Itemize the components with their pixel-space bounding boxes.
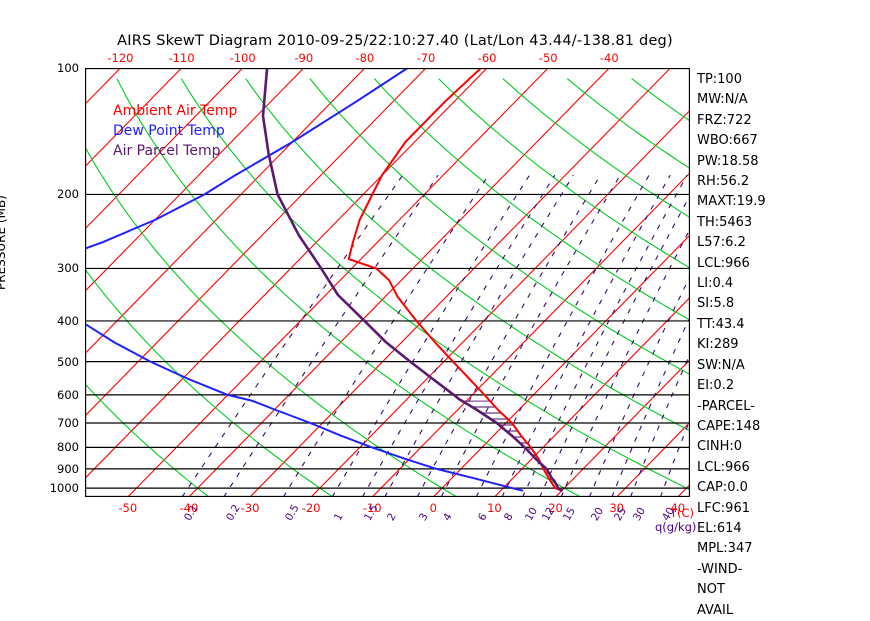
pressure-tick-200: 200 <box>57 187 79 202</box>
legend: Ambient Air Temp Dew Point Temp Air Parc… <box>113 101 237 161</box>
isotherm-lines <box>85 68 690 497</box>
mixing-ratio-lines <box>181 174 690 497</box>
bottom-tick--10: -10 <box>362 501 382 515</box>
parameter-cinh-0: CINH:0 <box>697 439 743 455</box>
top-tick--100: -100 <box>229 51 256 65</box>
pressure-tick-600: 600 <box>57 387 79 402</box>
pressure-tick-100: 100 <box>57 61 79 75</box>
skewt-plot: -120 -110 -100 -90 -80 -70 -60 -50 -40 -50 -40 -30… <box>50 51 697 534</box>
bottom-tick--30: -30 <box>240 501 260 515</box>
parameter-wbo-667: WBO:667 <box>697 133 758 149</box>
parameter-lcl-966: LCL:966 <box>697 255 750 271</box>
mixing-ratio-tick-15: 15 <box>561 505 579 523</box>
parameter-mpl-347: MPL:347 <box>697 541 753 557</box>
legend-item-dew-point-temp: Dew Point Temp <box>113 123 225 139</box>
pressure-tick-500: 500 <box>57 354 79 369</box>
parameter-cap-0.0: CAP:0.0 <box>697 480 748 496</box>
bottom-tick-30: 30 <box>609 501 624 515</box>
parameter-lfc-961: LFC:961 <box>697 500 750 516</box>
top-tick--110: -110 <box>168 51 195 65</box>
parameter-si-5.8: SI:5.8 <box>697 296 735 312</box>
bottom-tick-0: 0 <box>429 501 437 515</box>
parameter-mw-n-a: MW:N/A <box>697 92 748 108</box>
bottom-tick--50: -50 <box>118 501 138 515</box>
parameter-ki-289: KI:289 <box>697 337 739 353</box>
page-title: AIRS SkewT Diagram 2010-09-25/22:10:27.4… <box>117 33 673 49</box>
legend-item-ambient-air-temp: Ambient Air Temp <box>113 103 238 119</box>
profile-curves <box>85 68 563 492</box>
parameter-l57-6.2: L57:6.2 <box>697 235 746 251</box>
pressure-tick-300: 300 <box>57 261 79 276</box>
parameter-tt-43.4: TT:43.4 <box>697 316 745 332</box>
pressure-tick-400: 400 <box>57 313 79 328</box>
parameter-maxt-19.9: MAXT:19.9 <box>697 194 766 210</box>
parameter-rh-56.2: RH:56.2 <box>697 174 750 190</box>
parameter-tp-100: TP:100 <box>697 72 742 87</box>
parameter-th-5463: TH:5463 <box>697 214 753 230</box>
bottom-tick-40: 40 <box>670 501 686 515</box>
top-tick--70: -70 <box>416 51 436 65</box>
top-tick--50: -50 <box>538 51 558 65</box>
mixing-ratio-tick-30: 30 <box>630 505 648 523</box>
sounding-parameters-panel: TP:100 MW:N/A FRZ:722 WBO:667 PW:18.58 RH:56.… <box>697 70 793 621</box>
parameter-ei-0.2: EI:0.2 <box>697 378 735 394</box>
bottom-tick--20: -20 <box>301 501 321 515</box>
pressure-tick-700: 700 <box>57 416 79 431</box>
parameter-sw-n-a: SW:N/A <box>697 357 745 373</box>
parameter--wind-: -WIND- <box>697 561 743 577</box>
plot-background <box>85 68 690 497</box>
top-tick--40: -40 <box>599 51 619 65</box>
bottom-tick--40: -40 <box>179 501 199 515</box>
mixing-ratio-tick-2: 2 <box>384 511 399 523</box>
legend-item-air-parcel-temp: Air Parcel Temp <box>113 143 221 159</box>
mixing-ratio-tick-4: 4 <box>441 511 455 523</box>
top-tick--120: -120 <box>107 51 134 65</box>
mixing-ratio-axis-label: q(g/kg) <box>655 520 697 534</box>
bottom-tick-20: 20 <box>548 501 563 515</box>
mixing-ratio-tick-1: 1 <box>332 511 346 523</box>
mixing-ratio-tick-0.5: 0.5 <box>283 502 303 523</box>
bottom-tick-10: 10 <box>487 501 502 515</box>
top-tick--90: -90 <box>294 51 314 65</box>
parameter-avail: AVAIL <box>697 602 734 618</box>
isobar-lines <box>85 193 690 489</box>
pressure-tick-1000: 1000 <box>49 481 79 496</box>
mixing-ratio-tick-8: 8 <box>502 511 516 523</box>
pressure-tick-800: 800 <box>57 440 79 455</box>
pressure-axis-label: PRESSURE (MB) <box>0 195 8 290</box>
parameter-not: NOT <box>697 582 725 598</box>
skewt-svg <box>85 68 690 497</box>
pressure-tick-900: 900 <box>57 461 79 476</box>
top-tick--80: -80 <box>355 51 375 65</box>
plot-frame <box>85 68 690 497</box>
temperature-axis-label: T(C) <box>670 506 695 520</box>
parameter-el-614: EL:614 <box>697 520 742 536</box>
dry-adiabat-lines <box>85 78 690 497</box>
parameter-frz-722: FRZ:722 <box>697 112 752 128</box>
parameter-li-0.4: LI:0.4 <box>697 276 734 292</box>
top-tick--60: -60 <box>477 51 497 65</box>
parameter--parcel-: -PARCEL- <box>697 398 755 414</box>
mixing-ratio-tick-10: 10 <box>522 505 540 523</box>
parameter-pw-18.58: PW:18.58 <box>697 153 759 169</box>
parameter-lcl-966: LCL:966 <box>697 459 750 475</box>
parameter-cape-148: CAPE:148 <box>697 418 761 434</box>
mixing-ratio-tick-20: 20 <box>589 505 607 523</box>
